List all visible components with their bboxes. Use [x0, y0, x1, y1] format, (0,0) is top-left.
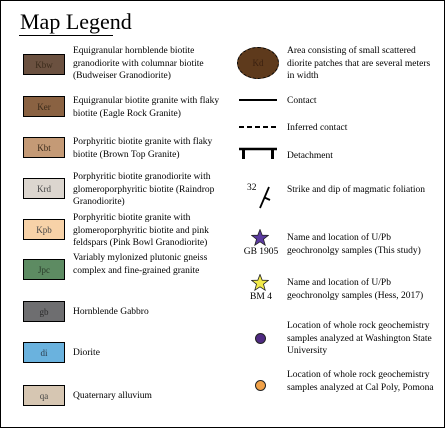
unit-description-kbt: Porphyritic biotite granite with flaky b…	[73, 137, 213, 160]
upb-hess-label: BM 4	[250, 292, 272, 302]
unit-description-di: Diorite	[73, 348, 100, 358]
foliation-strike-dip-icon	[259, 186, 271, 209]
calpoly-sample-dot-icon	[255, 380, 266, 391]
foliation-dip-value: 32	[247, 183, 257, 193]
unit-swatch-gb: gb	[23, 301, 65, 322]
unit-code-qa: qa	[39, 390, 49, 401]
unit-description-kbw: Equigranular hornblende biotite granodio…	[73, 46, 204, 81]
upb-this-study-star-icon	[251, 229, 269, 246]
upb-this-study-description: Name and location of U/Pb geochronolgy s…	[287, 233, 421, 256]
unit-description-gb: Hornblende Gabbro	[73, 307, 149, 317]
unit-swatch-kbt: Kbt	[23, 137, 65, 158]
inferred-contact-symbol	[239, 126, 277, 128]
unit-code-gb: gb	[39, 306, 49, 317]
unit-swatch-kpb: Kpb	[23, 219, 65, 240]
unit-code-krd: Krd	[37, 183, 51, 194]
unit-description-krd: Porphyritic biotite granodiorite with gl…	[73, 172, 215, 207]
unit-code-jpc: Jpc	[38, 264, 50, 275]
foliation-description: Strike and dip of magmatic foliation	[287, 185, 425, 195]
upb-hess-star-icon	[251, 274, 269, 291]
unit-code-ker: Ker	[37, 101, 51, 112]
unit-swatch-kbw: Kbw	[23, 54, 65, 75]
unit-swatch-di: di	[23, 342, 65, 363]
detachment-description: Detachment	[287, 151, 333, 161]
contact-line-symbol	[239, 99, 277, 101]
inferred-contact-description: Inferred contact	[287, 123, 348, 133]
unit-swatch-qa: qa	[23, 385, 65, 406]
calpoly-sample-description: Location of whole rock geochemistry samp…	[287, 370, 434, 393]
diorite-patch-description: Area consisting of small scattered diori…	[287, 46, 431, 81]
unit-code-kbt: Kbt	[37, 142, 51, 153]
unit-description-qa: Quaternary alluvium	[73, 391, 152, 401]
wsu-sample-description: Location of whole rock geochemistry samp…	[287, 321, 432, 356]
unit-swatch-jpc: Jpc	[23, 259, 65, 280]
upb-this-study-label: GB 1905	[243, 247, 279, 257]
legend-title: Map Legend	[20, 9, 132, 34]
wsu-sample-dot-icon	[255, 333, 266, 344]
unit-code-kbw: Kbw	[35, 59, 53, 70]
upb-hess-description: Name and location of U/Pb geochronolgy s…	[287, 278, 424, 301]
unit-swatch-ker: Ker	[23, 96, 65, 117]
unit-code-di: di	[40, 347, 48, 358]
unit-code-kpb: Kpb	[36, 224, 52, 235]
diorite-patch-symbol: Kd	[237, 47, 279, 79]
detachment-symbol	[239, 147, 277, 159]
unit-description-ker: Equigranular biotite granite with flaky …	[73, 96, 220, 119]
unit-description-kpb: Porphyritic biotite granite with glomero…	[73, 213, 209, 248]
contact-description: Contact	[287, 96, 317, 106]
diorite-patch-code: Kd	[252, 58, 264, 68]
unit-swatch-krd: Krd	[23, 178, 65, 199]
unit-description-jpc: Variably mylonized plutonic gneiss compl…	[73, 253, 208, 276]
title-underline	[19, 35, 113, 36]
